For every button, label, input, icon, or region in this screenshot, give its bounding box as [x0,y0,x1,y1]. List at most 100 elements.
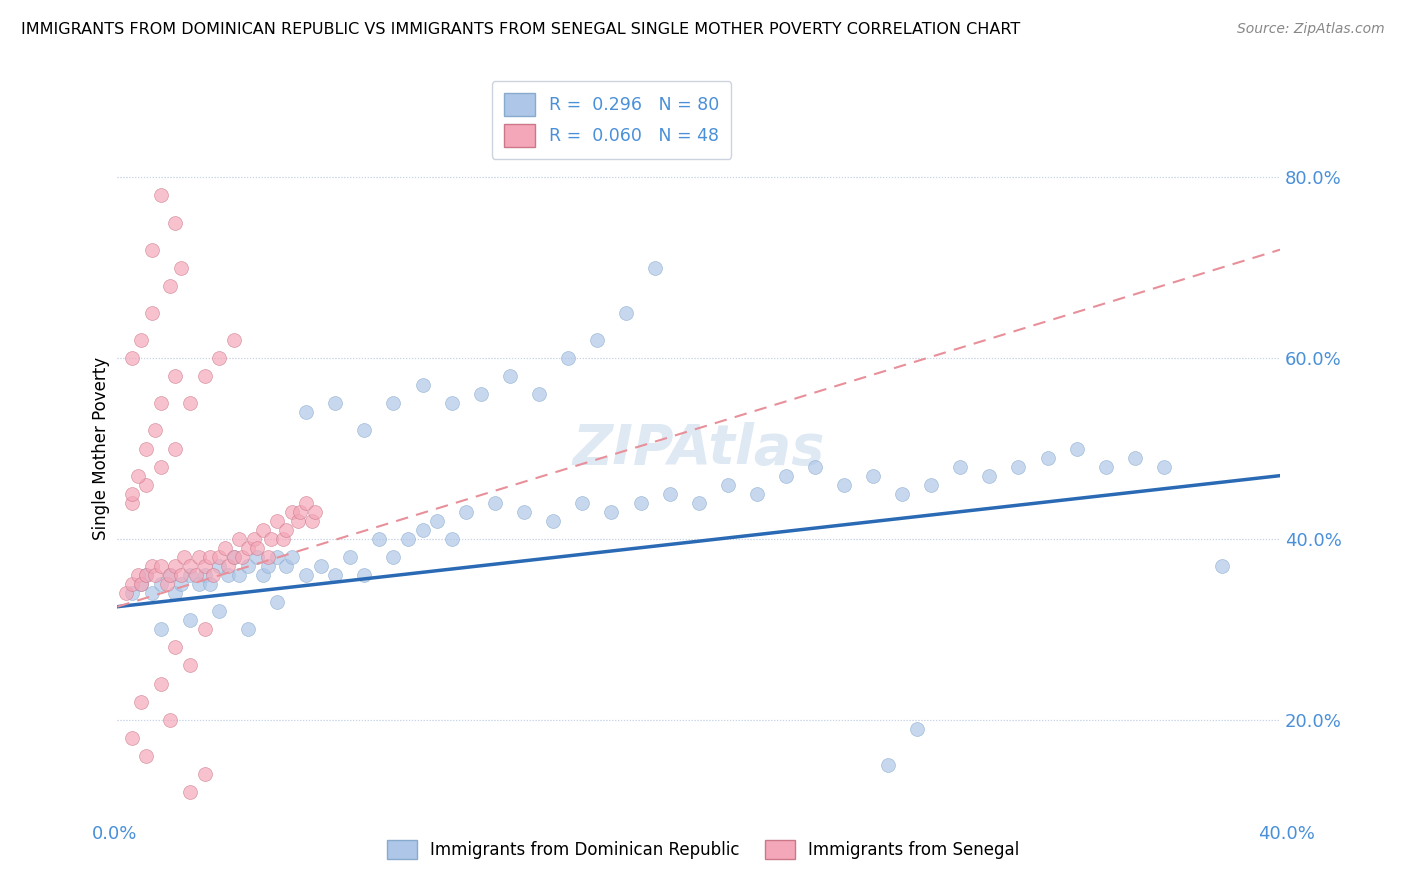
Point [658,487,681,501]
Point [121,731,143,745]
Point [141,306,163,320]
Point [339,549,361,564]
Point [470,387,492,401]
Point [159,278,181,293]
Point [179,613,201,627]
Point [252,568,274,582]
Point [891,487,914,501]
Point [179,785,201,799]
Point [905,722,928,736]
Point [412,523,434,537]
Point [135,442,157,456]
Point [243,532,266,546]
Point [499,369,522,384]
Point [217,568,239,582]
Point [165,640,187,655]
Point [179,396,201,410]
Point [170,568,193,582]
Point [920,477,942,491]
Point [170,577,193,591]
Point [143,568,166,582]
Point [179,658,201,673]
Point [165,442,187,456]
Point [193,559,215,574]
Point [571,496,593,510]
Point [775,468,797,483]
Point [412,378,434,392]
Text: 0.0%: 0.0% [91,825,136,843]
Point [600,505,623,519]
Point [200,577,222,591]
Point [745,487,768,501]
Point [323,396,346,410]
Point [222,549,245,564]
Text: ZIPAtlas: ZIPAtlas [572,422,825,475]
Point [368,532,391,546]
Point [295,405,318,419]
Point [1094,459,1116,474]
Point [949,459,972,474]
Text: Source: ZipAtlas.com: Source: ZipAtlas.com [1237,22,1385,37]
Legend: R =  0.296   N = 80, R =  0.060   N = 48: R = 0.296 N = 80, R = 0.060 N = 48 [492,81,731,159]
Point [271,532,294,546]
Point [260,532,283,546]
Point [135,477,157,491]
Point [1123,450,1146,465]
Point [208,559,231,574]
Point [280,505,302,519]
Point [353,568,375,582]
Point [179,559,201,574]
Point [129,577,152,591]
Point [149,459,172,474]
Point [290,505,312,519]
Point [193,767,215,781]
Point [426,514,449,528]
Point [287,514,309,528]
Point [295,568,318,582]
Point [1036,450,1059,465]
Point [135,568,157,582]
Point [236,559,259,574]
Point [193,568,215,582]
Point [165,369,187,384]
Point [141,586,163,600]
Point [266,514,288,528]
Point [484,496,506,510]
Point [382,396,405,410]
Point [304,505,326,519]
Point [804,459,827,474]
Point [121,487,143,501]
Point [129,695,152,709]
Point [187,577,209,591]
Point [173,549,195,564]
Point [309,559,332,574]
Point [208,604,231,618]
Point [1066,442,1088,456]
Point [156,577,179,591]
Point [149,559,172,574]
Point [440,396,463,410]
Point [184,568,207,582]
Point [1007,459,1029,474]
Point [217,559,239,574]
Point [222,333,245,347]
Point [159,713,181,727]
Point [586,333,609,347]
Point [208,351,231,365]
Point [274,523,297,537]
Point [179,568,201,582]
Point [127,468,149,483]
Point [193,623,215,637]
Point [149,577,172,591]
Point [456,505,478,519]
Point [143,424,166,438]
Point [266,595,288,609]
Point [159,568,181,582]
Point [862,468,884,483]
Point [257,559,280,574]
Point [165,586,187,600]
Point [208,549,231,564]
Point [149,676,172,690]
Point [141,559,163,574]
Point [141,243,163,257]
